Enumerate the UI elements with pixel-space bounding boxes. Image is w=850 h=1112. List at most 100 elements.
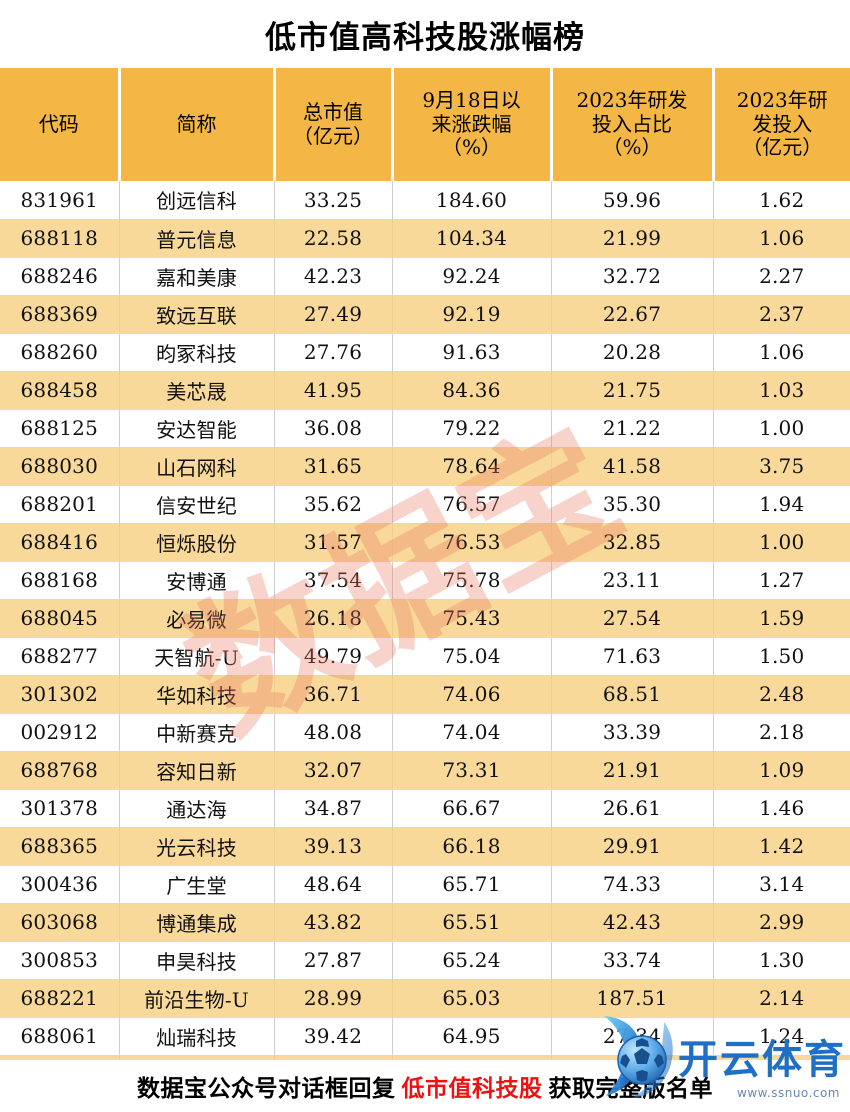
cell-short-name: 华如科技 <box>119 675 275 714</box>
cell-market-cap: 43.82 <box>274 903 393 942</box>
cell-rd-amount: 1.24 <box>713 1017 850 1056</box>
cell-short-name: 安博通 <box>119 561 275 600</box>
cell-change-pct: 65.71 <box>392 865 552 904</box>
cell-short-name: 安达智能 <box>119 409 275 448</box>
cell-market-cap: 39.13 <box>274 827 393 866</box>
table-row: 688221 前沿生物-U 28.99 65.03 187.51 2.14 <box>0 979 850 1018</box>
cell-rd-amount: 1.00 <box>713 523 850 562</box>
cell-rd-ratio: 74.33 <box>551 865 714 904</box>
cell-short-name: 嘉和美康 <box>119 257 275 296</box>
cell-market-cap: 32.07 <box>274 751 393 790</box>
cell-code: 688246 <box>0 257 120 296</box>
col-header-change-pct: 9月18日以 来涨跌幅 （%） <box>392 68 553 181</box>
cell-rd-amount: 1.09 <box>713 751 850 790</box>
cell-rd-amount: 2.37 <box>713 295 850 334</box>
table-row: 688061 灿瑞科技 39.42 64.95 27.34 1.24 <box>0 1017 850 1056</box>
cell-rd-amount: 1.62 <box>713 181 850 220</box>
cell-rd-amount: 1.27 <box>713 561 850 600</box>
cell-short-name: 普元信息 <box>119 219 275 258</box>
cell-rd-ratio: 35.30 <box>551 485 714 524</box>
cell-rd-amount: 3.75 <box>713 447 850 486</box>
cell-rd-ratio: 68.51 <box>551 675 714 714</box>
cell-code: 002912 <box>0 713 120 752</box>
cell-rd-amount: 1.46 <box>713 789 850 828</box>
cell-code: 688118 <box>0 219 120 258</box>
col-header-rd-amount-line2: 发投入 <box>752 111 813 136</box>
table-row: 688416 恒烁股份 31.57 76.53 32.85 1.00 <box>0 523 850 562</box>
cell-rd-ratio: 187.51 <box>551 979 714 1018</box>
table-row: 688458 美芯晟 41.95 84.36 21.75 1.03 <box>0 371 850 410</box>
table-row: 301378 通达海 34.87 66.67 26.61 1.46 <box>0 789 850 828</box>
cell-rd-ratio: 33.74 <box>551 941 714 980</box>
col-header-rd-ratio-line1: 2023年研发 <box>576 88 688 113</box>
cell-code: 688201 <box>0 485 120 524</box>
cell-change-pct: 65.51 <box>392 903 552 942</box>
cell-rd-amount: 1.06 <box>713 219 850 258</box>
col-header-name: 简称 <box>119 68 276 181</box>
cell-rd-ratio: 20.28 <box>551 333 714 372</box>
col-header-rd-ratio: 2023年研发 投入占比 （%） <box>551 68 715 181</box>
col-header-rd-ratio-line2: 投入占比 <box>592 111 672 136</box>
footer-prefix: 数据宝公众号对话框回复 <box>137 1076 396 1102</box>
col-header-market-cap: 总市值 （亿元） <box>274 68 394 181</box>
cell-change-pct: 66.67 <box>392 789 552 828</box>
cell-short-name: 美芯晟 <box>119 371 275 410</box>
cell-short-name: 申昊科技 <box>119 941 275 980</box>
table-row: 688118 普元信息 22.58 104.34 21.99 1.06 <box>0 219 850 258</box>
cell-short-name: 信安世纪 <box>119 485 275 524</box>
cell-change-pct: 76.57 <box>392 485 552 524</box>
cell-code: 688416 <box>0 523 120 562</box>
table-row: 688201 信安世纪 35.62 76.57 35.30 1.94 <box>0 485 850 524</box>
cell-market-cap: 27.49 <box>274 295 393 334</box>
cell-change-pct: 75.04 <box>392 637 552 676</box>
cell-short-name: 前沿生物-U <box>119 979 275 1018</box>
cell-change-pct: 64.95 <box>392 1017 552 1056</box>
cell-market-cap: 48.08 <box>274 713 393 752</box>
col-header-market-cap-line2: （亿元） <box>293 123 373 148</box>
cell-code: 603068 <box>0 903 120 942</box>
cell-short-name: 光云科技 <box>119 827 275 866</box>
table-row: 688045 必易微 26.18 75.43 27.54 1.59 <box>0 599 850 638</box>
cell-rd-amount: 2.14 <box>713 979 850 1018</box>
table-header: 代码 简称 总市值 （亿元） 9月18日以 来涨跌幅 （%） 2023年研发 投… <box>0 68 850 181</box>
table-row: 688260 昀冢科技 27.76 91.63 20.28 1.06 <box>0 333 850 372</box>
col-header-change-pct-line1: 9月18日以 <box>422 88 521 113</box>
cell-code: 831961 <box>0 181 120 220</box>
cell-market-cap: 31.65 <box>274 447 393 486</box>
table-header-row: 代码 简称 总市值 （亿元） 9月18日以 来涨跌幅 （%） 2023年研发 投… <box>0 68 850 181</box>
cell-change-pct: 65.24 <box>392 941 552 980</box>
footer-suffix: 获取完整版名单 <box>548 1076 713 1102</box>
cell-short-name: 灿瑞科技 <box>119 1017 275 1056</box>
cell-market-cap: 36.71 <box>274 675 393 714</box>
cell-change-pct: 84.36 <box>392 371 552 410</box>
cell-code: 688365 <box>0 827 120 866</box>
table-row: 688030 山石网科 31.65 78.64 41.58 3.75 <box>0 447 850 486</box>
cell-code: 688221 <box>0 979 120 1018</box>
cell-code: 688458 <box>0 371 120 410</box>
cell-short-name: 中新赛克 <box>119 713 275 752</box>
cell-rd-amount: 1.59 <box>713 599 850 638</box>
cell-market-cap: 28.99 <box>274 979 393 1018</box>
cell-short-name: 天智航-U <box>119 637 275 676</box>
col-header-change-pct-line3: （%） <box>441 135 501 160</box>
cell-code: 688061 <box>0 1017 120 1056</box>
cell-market-cap: 48.64 <box>274 865 393 904</box>
cell-code: 688125 <box>0 409 120 448</box>
cell-rd-ratio: 42.43 <box>551 903 714 942</box>
cell-rd-amount: 2.27 <box>713 257 850 296</box>
cell-code: 688768 <box>0 751 120 790</box>
cell-market-cap: 33.25 <box>274 181 393 220</box>
cell-code: 300853 <box>0 941 120 980</box>
table-row: 300853 申昊科技 27.87 65.24 33.74 1.30 <box>0 941 850 980</box>
cell-change-pct: 92.19 <box>392 295 552 334</box>
title-bar: 低市值高科技股涨幅榜 <box>0 0 850 68</box>
cell-market-cap: 36.08 <box>274 409 393 448</box>
table-row: 688365 光云科技 39.13 66.18 29.91 1.42 <box>0 827 850 866</box>
cell-rd-amount: 1.94 <box>713 485 850 524</box>
cell-short-name: 昀冢科技 <box>119 333 275 372</box>
cell-change-pct: 66.18 <box>392 827 552 866</box>
cell-short-name: 山石网科 <box>119 447 275 486</box>
cell-change-pct: 184.60 <box>392 181 552 220</box>
cell-change-pct: 74.06 <box>392 675 552 714</box>
cell-short-name: 恒烁股份 <box>119 523 275 562</box>
